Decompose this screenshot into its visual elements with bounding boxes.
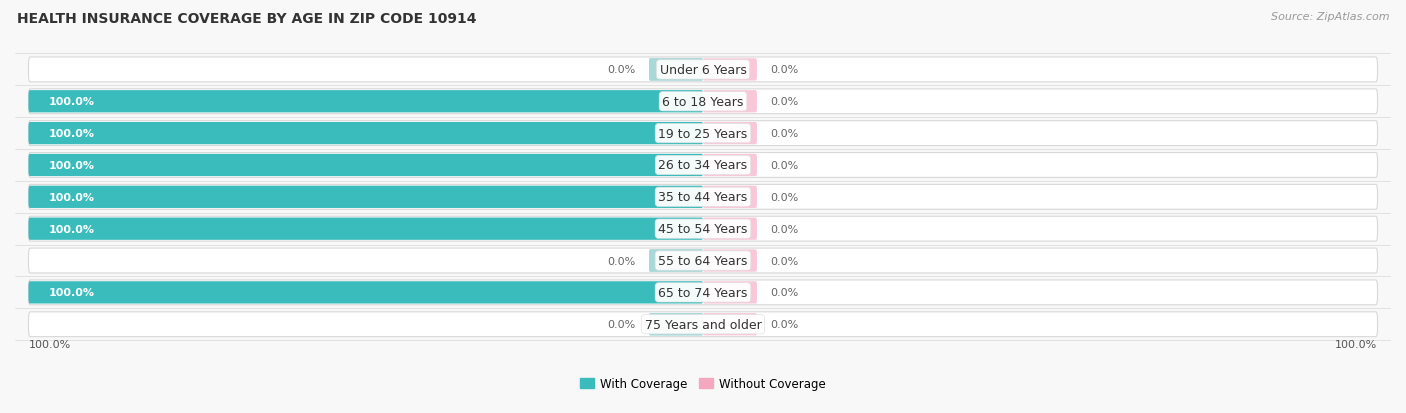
FancyBboxPatch shape [28, 90, 1378, 114]
Text: 0.0%: 0.0% [770, 192, 799, 202]
Text: 0.0%: 0.0% [770, 65, 799, 75]
FancyBboxPatch shape [703, 154, 756, 177]
Text: 6 to 18 Years: 6 to 18 Years [662, 95, 744, 109]
Text: 100.0%: 100.0% [49, 97, 94, 107]
Text: 45 to 54 Years: 45 to 54 Years [658, 223, 748, 235]
Text: 0.0%: 0.0% [607, 65, 636, 75]
Text: 65 to 74 Years: 65 to 74 Years [658, 286, 748, 299]
Text: 0.0%: 0.0% [770, 129, 799, 139]
Text: 55 to 64 Years: 55 to 64 Years [658, 254, 748, 267]
FancyBboxPatch shape [28, 249, 1378, 273]
Text: 0.0%: 0.0% [770, 224, 799, 234]
Text: 75 Years and older: 75 Years and older [644, 318, 762, 331]
Text: 100.0%: 100.0% [49, 224, 94, 234]
FancyBboxPatch shape [703, 91, 756, 113]
Text: 0.0%: 0.0% [607, 256, 636, 266]
Text: 100.0%: 100.0% [28, 339, 70, 349]
FancyBboxPatch shape [703, 313, 756, 335]
FancyBboxPatch shape [28, 217, 1378, 242]
FancyBboxPatch shape [28, 218, 703, 240]
FancyBboxPatch shape [28, 154, 703, 177]
Legend: With Coverage, Without Coverage: With Coverage, Without Coverage [575, 372, 831, 394]
FancyBboxPatch shape [650, 59, 703, 81]
Text: HEALTH INSURANCE COVERAGE BY AGE IN ZIP CODE 10914: HEALTH INSURANCE COVERAGE BY AGE IN ZIP … [17, 12, 477, 26]
FancyBboxPatch shape [28, 280, 1378, 305]
Text: 0.0%: 0.0% [770, 97, 799, 107]
Text: 100.0%: 100.0% [49, 161, 94, 171]
Text: 0.0%: 0.0% [770, 161, 799, 171]
FancyBboxPatch shape [28, 153, 1378, 178]
FancyBboxPatch shape [650, 313, 703, 335]
FancyBboxPatch shape [703, 186, 756, 209]
FancyBboxPatch shape [28, 123, 703, 145]
Text: 100.0%: 100.0% [49, 192, 94, 202]
Text: 100.0%: 100.0% [1336, 339, 1378, 349]
Text: Under 6 Years: Under 6 Years [659, 64, 747, 77]
FancyBboxPatch shape [28, 91, 703, 113]
FancyBboxPatch shape [703, 250, 756, 272]
Text: 0.0%: 0.0% [770, 256, 799, 266]
FancyBboxPatch shape [703, 282, 756, 304]
FancyBboxPatch shape [703, 59, 756, 81]
Text: 26 to 34 Years: 26 to 34 Years [658, 159, 748, 172]
Text: 0.0%: 0.0% [607, 319, 636, 330]
Text: 0.0%: 0.0% [770, 288, 799, 298]
FancyBboxPatch shape [28, 58, 1378, 83]
FancyBboxPatch shape [28, 186, 703, 209]
FancyBboxPatch shape [703, 123, 756, 145]
FancyBboxPatch shape [28, 282, 703, 304]
Text: 100.0%: 100.0% [49, 129, 94, 139]
Text: 19 to 25 Years: 19 to 25 Years [658, 127, 748, 140]
FancyBboxPatch shape [650, 250, 703, 272]
Text: 0.0%: 0.0% [770, 319, 799, 330]
FancyBboxPatch shape [28, 185, 1378, 210]
Text: 100.0%: 100.0% [49, 288, 94, 298]
FancyBboxPatch shape [28, 121, 1378, 146]
FancyBboxPatch shape [703, 218, 756, 240]
FancyBboxPatch shape [28, 312, 1378, 337]
Text: 35 to 44 Years: 35 to 44 Years [658, 191, 748, 204]
Text: Source: ZipAtlas.com: Source: ZipAtlas.com [1271, 12, 1389, 22]
